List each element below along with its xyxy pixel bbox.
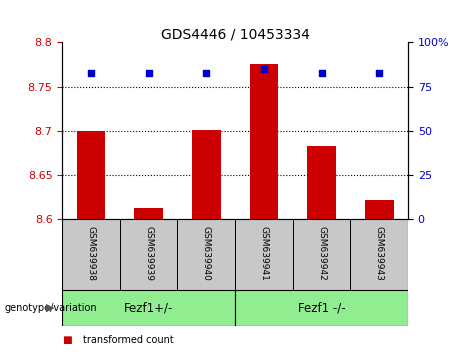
Title: GDS4446 / 10453334: GDS4446 / 10453334 bbox=[161, 27, 309, 41]
Text: genotype/variation: genotype/variation bbox=[5, 303, 97, 313]
Point bbox=[375, 70, 383, 75]
Point bbox=[202, 70, 210, 75]
Bar bbox=[235, 219, 293, 290]
Point bbox=[145, 70, 152, 75]
Bar bbox=[192, 130, 221, 219]
Bar bbox=[120, 219, 177, 290]
Bar bbox=[62, 290, 235, 326]
Bar bbox=[134, 208, 163, 219]
Bar bbox=[365, 200, 394, 219]
Text: GSM639943: GSM639943 bbox=[375, 226, 384, 281]
Point bbox=[88, 70, 95, 75]
Text: Fezf1 -/-: Fezf1 -/- bbox=[298, 302, 345, 314]
Point bbox=[318, 70, 325, 75]
Bar bbox=[249, 64, 278, 219]
Bar bbox=[177, 219, 235, 290]
Bar bbox=[293, 219, 350, 290]
Bar bbox=[235, 290, 408, 326]
Bar bbox=[62, 219, 120, 290]
Text: GSM639939: GSM639939 bbox=[144, 226, 153, 281]
Text: ▶: ▶ bbox=[47, 303, 55, 313]
Text: GSM639941: GSM639941 bbox=[260, 226, 268, 281]
Text: GSM639940: GSM639940 bbox=[202, 226, 211, 281]
Text: GSM639938: GSM639938 bbox=[87, 226, 95, 281]
Bar bbox=[350, 219, 408, 290]
Text: GSM639942: GSM639942 bbox=[317, 226, 326, 281]
Text: transformed count: transformed count bbox=[83, 335, 174, 345]
Bar bbox=[77, 131, 106, 219]
Point bbox=[260, 66, 267, 72]
Bar bbox=[307, 146, 336, 219]
Text: Fezf1+/-: Fezf1+/- bbox=[124, 302, 173, 314]
Text: ■: ■ bbox=[62, 335, 72, 345]
